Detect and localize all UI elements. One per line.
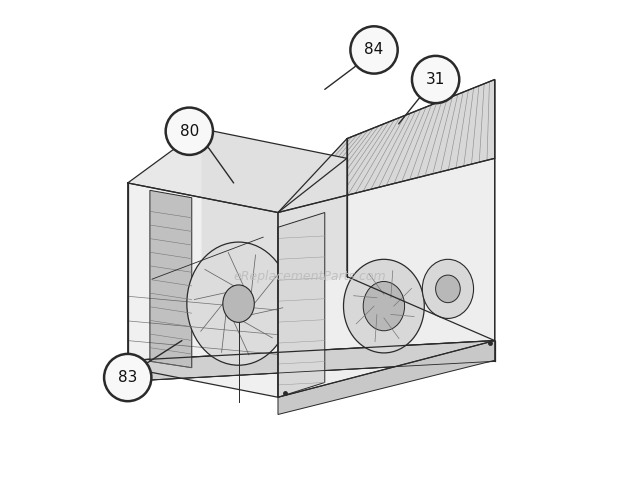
Polygon shape bbox=[278, 340, 495, 414]
Polygon shape bbox=[278, 159, 495, 397]
Polygon shape bbox=[128, 129, 347, 212]
Text: 83: 83 bbox=[118, 370, 138, 385]
Polygon shape bbox=[150, 190, 192, 368]
Polygon shape bbox=[202, 129, 347, 306]
Ellipse shape bbox=[223, 285, 254, 323]
Text: 80: 80 bbox=[180, 124, 199, 139]
Text: eReplacementParts.com: eReplacementParts.com bbox=[234, 270, 386, 283]
Ellipse shape bbox=[187, 242, 290, 365]
Polygon shape bbox=[113, 340, 495, 382]
Text: 84: 84 bbox=[365, 42, 384, 57]
Circle shape bbox=[350, 26, 397, 74]
Polygon shape bbox=[278, 212, 325, 397]
Polygon shape bbox=[113, 340, 495, 382]
Polygon shape bbox=[128, 183, 278, 397]
Polygon shape bbox=[347, 80, 495, 340]
Text: 31: 31 bbox=[426, 72, 445, 87]
Ellipse shape bbox=[422, 259, 474, 319]
Circle shape bbox=[166, 108, 213, 155]
Ellipse shape bbox=[343, 259, 424, 353]
Polygon shape bbox=[278, 80, 495, 212]
Circle shape bbox=[412, 56, 459, 103]
Ellipse shape bbox=[436, 275, 460, 303]
Ellipse shape bbox=[363, 282, 405, 331]
Circle shape bbox=[104, 354, 151, 401]
